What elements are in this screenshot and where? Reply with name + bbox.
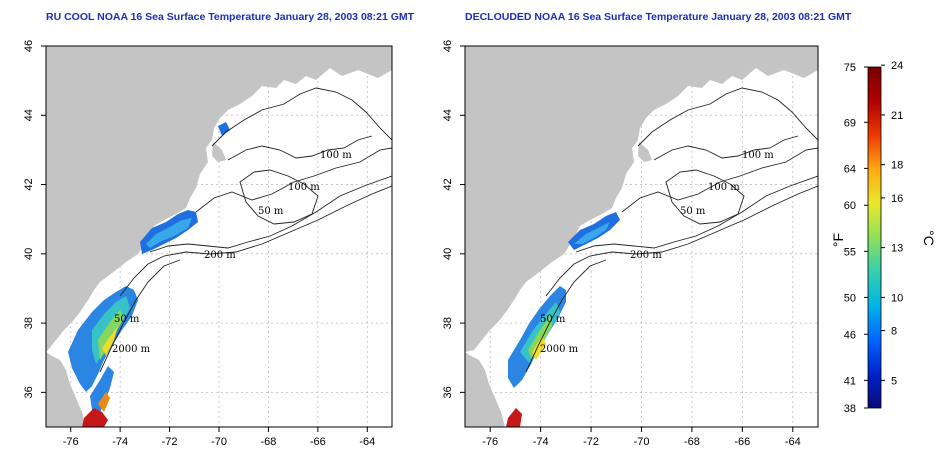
lat-tick-label: 44 [23,109,35,121]
lon-tick-label: -74 [112,436,128,448]
lat-tick-label: 44 [442,109,454,121]
depth-label: 50 m [540,314,566,325]
lat-tick-label: 42 [23,178,35,190]
fahrenheit-tick-label: 75 [844,62,856,74]
fahrenheit-tick-label: 69 [844,117,856,129]
lat-tick-label: 36 [23,386,35,398]
lat-tick-label: 46 [442,40,454,52]
fahrenheit-tick-label: 50 [844,292,856,304]
lon-tick-label: -74 [533,436,549,448]
celsius-tick-label: 21 [891,110,903,122]
lon-tick-label: -70 [211,436,227,448]
lon-tick-label: -76 [63,436,79,448]
unit-celsius-label: °C [921,230,937,246]
colorbar-gradient [868,67,881,408]
depth-label: 2000 m [540,344,579,355]
lon-tick-label: -66 [734,436,750,448]
fahrenheit-tick-label: 60 [844,200,856,212]
lon-tick-label: -72 [583,436,599,448]
depth-label: 200 m [630,250,662,261]
map-panel-left: 100 m 100 m 50 m 200 m 50 m 2000 m -76 -7… [23,40,392,448]
lat-tick-label: 40 [442,248,454,260]
lon-tick-label: -70 [634,436,650,448]
lon-tick-label: -72 [162,436,178,448]
celsius-tick-label: 10 [891,292,903,304]
fahrenheit-tick-label: 38 [844,403,856,415]
fahrenheit-tick-label: 41 [844,375,856,387]
lon-tick-label: -68 [684,436,700,448]
depth-label: 100 m [708,182,740,193]
depth-label: 2000 m [112,344,151,355]
lat-tick-label: 38 [442,317,454,329]
lat-tick-label: 42 [442,178,454,190]
lon-tick-label: -66 [310,436,326,448]
lon-tick-label: -64 [359,436,375,448]
depth-label: 100 m [288,182,320,193]
fahrenheit-tick-label: 64 [844,163,856,175]
lat-tick-label: 36 [442,386,454,398]
depth-label: 50 m [258,206,284,217]
fahrenheit-tick-label: 46 [844,329,856,341]
depth-label: 200 m [204,250,236,261]
depth-label: 100 m [742,150,774,161]
lon-tick-label: -68 [260,436,276,448]
lon-tick-label: -64 [785,436,801,448]
depth-label: 50 m [114,314,140,325]
celsius-tick-label: 18 [891,160,903,172]
map-panel-right: 100 m 100 m 50 m 200 m 50 m 2000 m -76 -7… [442,40,818,448]
celsius-tick-label: 8 [891,326,897,338]
depth-label: 50 m [680,206,706,217]
temperature-colorbar: 75 69 64 60 55 50 46 41 38 24 21 18 16 13 10 8 5 °F °C [830,60,937,415]
celsius-tick-label: 16 [891,193,903,205]
fahrenheit-tick-label: 55 [844,246,856,258]
lon-tick-label: -76 [482,436,498,448]
celsius-tick-label: 24 [891,60,903,72]
lat-tick-label: 46 [23,40,35,52]
lat-tick-label: 40 [23,248,35,260]
depth-label: 100 m [320,150,352,161]
sst-figure: 100 m 100 m 50 m 200 m 50 m 2000 m -76 -7… [0,0,950,475]
celsius-tick-label: 5 [891,375,897,387]
lat-tick-label: 38 [23,317,35,329]
celsius-tick-label: 13 [891,243,903,255]
unit-fahrenheit-label: °F [830,233,846,247]
